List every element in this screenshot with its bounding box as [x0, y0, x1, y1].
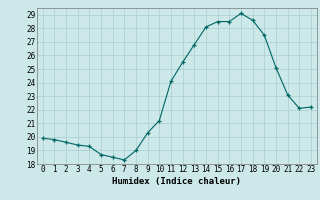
X-axis label: Humidex (Indice chaleur): Humidex (Indice chaleur) [112, 177, 241, 186]
